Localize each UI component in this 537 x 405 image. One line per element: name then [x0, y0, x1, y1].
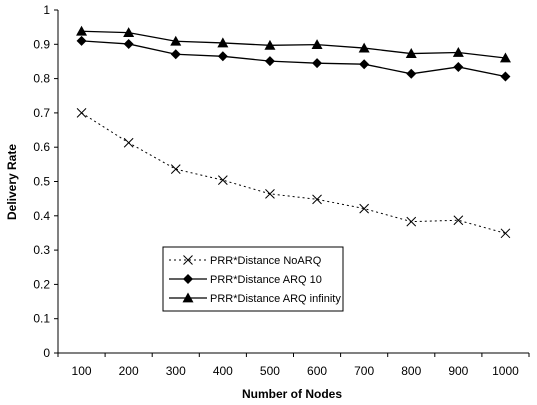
x-tick-label: 300 [166, 364, 186, 378]
x-tick-label: 700 [354, 364, 374, 378]
data-point [123, 137, 134, 148]
legend-label: PRR*Distance ARQ infinity [210, 293, 341, 305]
y-tick-label: 0.8 [33, 72, 50, 86]
data-point [217, 37, 229, 48]
data-point [406, 68, 417, 79]
data-point [359, 203, 370, 214]
data-point [170, 49, 181, 60]
data-point [170, 35, 182, 46]
data-point [123, 38, 134, 49]
x-tick-label: 800 [401, 364, 421, 378]
series-layer [76, 25, 511, 239]
data-point [499, 52, 511, 63]
y-axis-title: Delivery Rate [5, 144, 19, 220]
y-tick-label: 1 [43, 3, 50, 17]
data-point [76, 25, 88, 36]
series-1 [76, 108, 511, 239]
y-tick-label: 0.1 [33, 312, 50, 326]
data-point [265, 188, 275, 199]
data-point [123, 27, 135, 38]
x-tick-label: 400 [213, 364, 233, 378]
data-point [217, 51, 228, 62]
x-tick-label: 200 [119, 364, 139, 378]
x-tick-label: 500 [260, 364, 280, 378]
y-tick-label: 0.6 [33, 140, 50, 154]
legend-label: PRR*Distance NoARQ [210, 255, 322, 267]
data-point [170, 164, 181, 175]
data-point [359, 59, 370, 70]
data-point [406, 216, 417, 227]
x-tick-label: 900 [448, 364, 468, 378]
data-point [312, 58, 323, 69]
data-point [264, 56, 275, 67]
data-point [264, 39, 276, 50]
legend: PRR*Distance NoARQ PRR*Distance ARQ 10 PRR… [162, 246, 344, 312]
series-line [81, 40, 506, 78]
x-axis-title: Number of Nodes [242, 387, 342, 401]
y-tick-label: 0.5 [33, 175, 50, 189]
y-tick-label: 0.4 [33, 209, 50, 223]
y-tick-label: 0.2 [33, 277, 50, 291]
axes [54, 9, 530, 357]
series-line [81, 112, 506, 234]
x-tick-label: 1000 [492, 364, 519, 378]
data-point [311, 39, 323, 50]
legend-marker [182, 292, 194, 303]
data-point [453, 61, 464, 72]
x-tick-label: 600 [307, 364, 327, 378]
x-tick-label: 100 [72, 364, 92, 378]
data-point [217, 175, 228, 185]
data-point [405, 48, 417, 58]
y-tick-label: 0.7 [33, 106, 50, 120]
data-point [76, 35, 87, 46]
y-tick-label: 0.9 [33, 37, 50, 51]
data-point [76, 108, 87, 118]
legend-marker [183, 255, 193, 265]
series-3 [76, 25, 511, 63]
legend-label: PRR*Distance ARQ 10 [210, 274, 322, 286]
data-point [358, 42, 370, 53]
data-point [312, 194, 322, 205]
data-point [452, 47, 464, 57]
legend-marker [183, 274, 193, 284]
series-line [81, 30, 506, 59]
y-tick-label: 0 [43, 346, 50, 360]
data-point [453, 215, 464, 226]
tick-labels: 0 0.1 0.2 0.3 0.4 0.5 0.6 0.7 0.8 0.9 1 100 200 300 40… [33, 3, 519, 378]
series-2 [76, 35, 511, 82]
data-point [500, 71, 511, 82]
data-point [500, 228, 511, 239]
y-tick-label: 0.3 [33, 243, 50, 257]
